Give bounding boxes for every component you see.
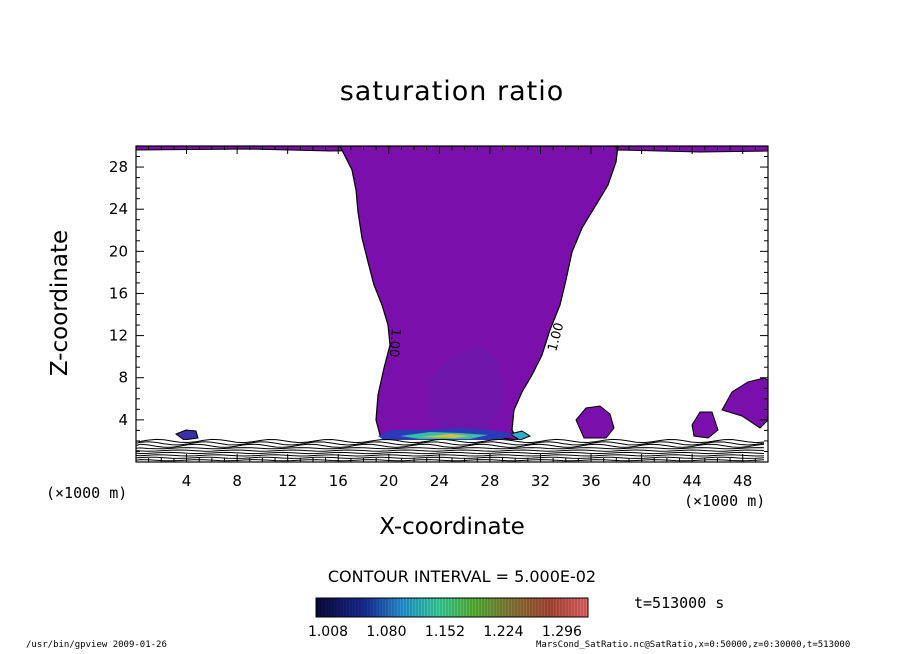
y-tick-label: 8 xyxy=(118,369,128,387)
x-ticks: 4 8 12 16 20 24 28 32 36 40 44 48 xyxy=(148,146,756,490)
x-axis-label: X-coordinate xyxy=(379,514,525,540)
footer-right: MarsCond_SatRatio.nc@SatRatio,x=0:50000,… xyxy=(536,640,851,650)
colorbar-tick-label: 1.008 xyxy=(308,624,348,640)
x-tick-label: 44 xyxy=(683,472,702,490)
x-tick-label: 32 xyxy=(531,472,550,490)
ground-contour-line xyxy=(136,447,765,450)
colorbar-tick-label: 1.080 xyxy=(366,624,406,640)
colorbar-tick-label: 1.296 xyxy=(542,624,582,640)
x-tick-label: 16 xyxy=(329,472,348,490)
right-blob-3 xyxy=(721,377,768,429)
x-unit-left: (×1000 m) xyxy=(46,484,128,502)
inner-patch xyxy=(430,345,505,432)
y-tick-label: 24 xyxy=(109,200,128,218)
right-blob-1 xyxy=(575,405,615,439)
contour-label-right: 1.00 xyxy=(545,321,567,353)
y-ticks: 4 8 12 16 20 24 28 xyxy=(109,156,768,452)
x-tick-label: 40 xyxy=(632,472,651,490)
ground-contour-line xyxy=(136,441,765,446)
x-tick-label: 48 xyxy=(733,472,752,490)
ground-contour-line xyxy=(136,451,765,455)
x-tick-label: 12 xyxy=(278,472,297,490)
time-label: t=513000 s xyxy=(634,594,725,612)
plume-base-core xyxy=(420,434,470,438)
x-tick-label: 28 xyxy=(480,472,499,490)
x-tick-label: 4 xyxy=(182,472,192,490)
y-axis-label: Z-coordinate xyxy=(47,229,73,377)
colorbar-ticks: 1.008 1.080 1.152 1.224 1.296 xyxy=(308,624,582,640)
y-tick-label: 28 xyxy=(109,158,128,176)
colorbar-tick-label: 1.224 xyxy=(483,624,523,640)
y-tick-label: 12 xyxy=(109,327,128,345)
left-blob xyxy=(174,429,199,441)
contour-interval: CONTOUR INTERVAL = 5.000E-02 xyxy=(327,567,597,586)
right-blob-2 xyxy=(691,411,719,439)
x-tick-label: 24 xyxy=(430,472,449,490)
x-unit-right: (×1000 m) xyxy=(684,492,766,510)
contour-label-left: 1.00 xyxy=(385,328,402,358)
x-tick-label: 36 xyxy=(581,472,600,490)
y-tick-label: 20 xyxy=(109,242,128,260)
ground-contour-line xyxy=(136,443,765,448)
mid-blob xyxy=(508,430,532,441)
y-tick-label: 4 xyxy=(118,411,128,429)
colorbar-tick-label: 1.152 xyxy=(425,624,465,640)
footer-left: /usr/bin/gpview 2009-01-26 xyxy=(26,640,167,650)
colorbar xyxy=(315,597,589,618)
ground-contour-line xyxy=(136,438,765,444)
saturated-regions xyxy=(136,146,768,462)
x-tick-label: 8 xyxy=(232,472,242,490)
x-tick-label: 20 xyxy=(379,472,398,490)
ground-contour-line xyxy=(136,449,765,452)
y-tick-label: 16 xyxy=(109,284,128,302)
chart-title: saturation ratio xyxy=(339,76,565,107)
